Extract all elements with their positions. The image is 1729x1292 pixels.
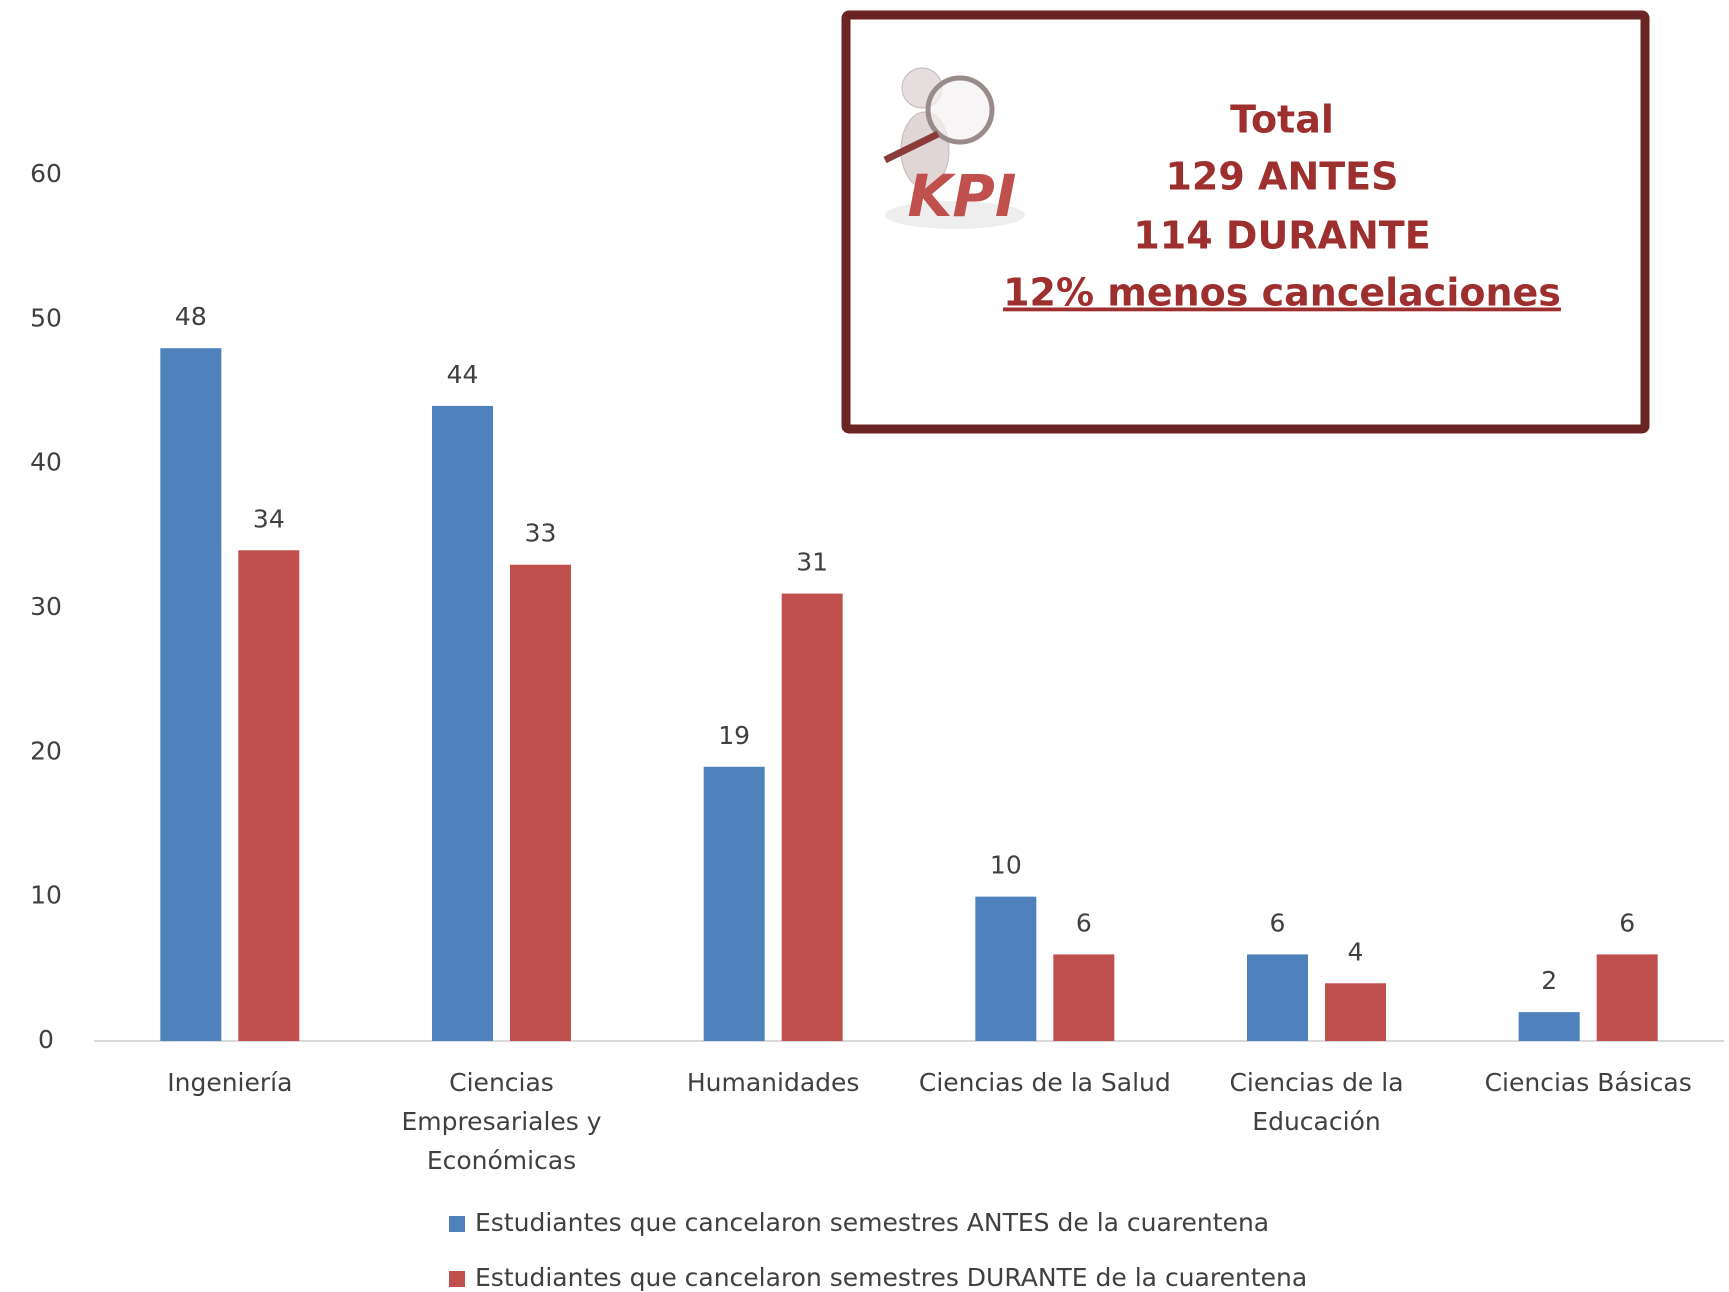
x-tick-label: Ciencias de la Educación: [1229, 1068, 1404, 1136]
kpi-line: 12% menos cancelaciones: [1003, 271, 1561, 315]
kpi-icon: KPI: [883, 67, 1025, 230]
bar: [1518, 1012, 1580, 1041]
y-tick-label: 20: [30, 736, 62, 765]
kpi-icon-text: KPI: [907, 162, 1016, 230]
bar: [1053, 954, 1115, 1041]
legend-label: Estudiantes que cancelaron semestres ANT…: [475, 1208, 1269, 1237]
bar: [1596, 954, 1658, 1041]
kpi-line: 114 DURANTE: [1133, 214, 1430, 258]
x-tick-label-box: Ciencias de la Educación: [1229, 1068, 1404, 1136]
value-label: 44: [447, 360, 479, 389]
bar: [432, 405, 493, 1041]
legend-swatch: [449, 1216, 465, 1232]
bar: [1247, 954, 1308, 1041]
bar: [703, 766, 765, 1041]
value-label: 31: [796, 548, 828, 577]
value-label: 4: [1348, 937, 1364, 966]
value-label: 48: [175, 302, 207, 331]
kpi-line: Total: [1230, 98, 1334, 142]
x-tick-label: Ciencias Básicas: [1484, 1068, 1692, 1097]
y-tick-label: 0: [38, 1025, 54, 1054]
x-tick-label: Ingeniería: [167, 1068, 293, 1097]
value-label: 6: [1076, 908, 1092, 937]
value-label: 19: [718, 721, 750, 750]
value-label: 6: [1270, 908, 1286, 937]
bar: [238, 550, 300, 1041]
y-tick-label: 30: [30, 592, 62, 621]
bar: [1325, 983, 1386, 1041]
value-label: 34: [253, 504, 285, 533]
bar: [781, 593, 843, 1041]
x-tick-label-box: Humanidades: [686, 1068, 860, 1097]
x-tick-label-box: Ciencias Empresariales y Económicas: [401, 1068, 602, 1175]
y-tick-label: 60: [30, 159, 62, 188]
value-label: 33: [525, 519, 557, 548]
value-label: 6: [1619, 908, 1635, 937]
value-label: 10: [990, 851, 1022, 880]
bar: [510, 564, 571, 1041]
x-tick-label-box: Ciencias Básicas: [1484, 1068, 1692, 1097]
y-tick-label: 50: [30, 303, 62, 332]
x-tick-label: Ciencias de la Salud: [918, 1068, 1171, 1097]
legend-label: Estudiantes que cancelaron semestres DUR…: [475, 1263, 1307, 1292]
y-tick-label: 10: [30, 881, 62, 910]
x-tick-label-box: Ingeniería: [167, 1068, 293, 1097]
legend-swatch: [449, 1271, 465, 1287]
y-tick-label: 40: [30, 448, 62, 477]
x-tick-label: Ciencias Empresariales y Económicas: [401, 1068, 602, 1175]
kpi-box: [841, 10, 1650, 434]
kpi-line: 129 ANTES: [1165, 155, 1398, 199]
value-label: 2: [1541, 966, 1557, 995]
bar: [975, 896, 1037, 1041]
x-tick-label: Humanidades: [686, 1068, 860, 1097]
x-tick-label-box: Ciencias de la Salud: [918, 1068, 1171, 1097]
bar: [160, 348, 222, 1041]
